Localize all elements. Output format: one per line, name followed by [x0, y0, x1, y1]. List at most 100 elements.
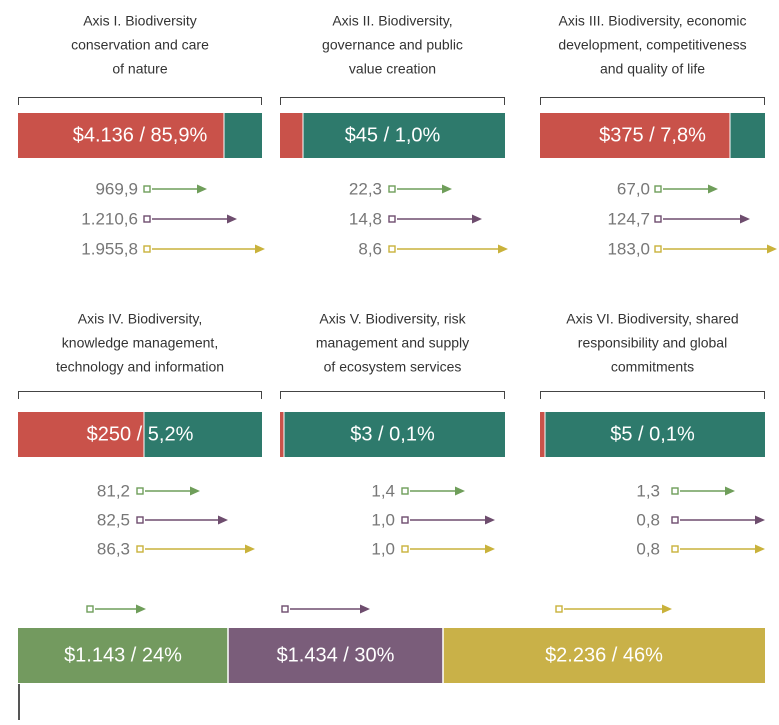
bar-label: $375 / 7,8% [599, 124, 706, 146]
row-value: 1.955,8 [81, 239, 138, 258]
arrow-head [767, 244, 777, 254]
total-bar [443, 628, 765, 683]
panel-title: Axis I. Biodiversity [83, 13, 197, 29]
bar-label: $5 / 0,1% [610, 423, 695, 445]
arrow-start [86, 605, 94, 613]
arrow-start [136, 487, 144, 495]
arrow-start [143, 215, 151, 223]
arrow-head [662, 604, 672, 614]
arrow-head [472, 214, 482, 224]
arrow-head [360, 604, 370, 614]
panel-title: Axis IV. Biodiversity, [78, 311, 203, 327]
row-value: 1.210,6 [81, 209, 138, 228]
bar-label: $250 / 5,2% [87, 423, 194, 445]
row-value: 183,0 [607, 239, 650, 258]
panel-title: knowledge management, [62, 335, 218, 351]
arrow-start [401, 487, 409, 495]
bar-label: $3 / 0,1% [350, 423, 435, 445]
bar-rest [280, 412, 505, 457]
panel-title: conservation and care [71, 37, 209, 53]
arrow-head [218, 515, 228, 525]
arrow-head [442, 184, 452, 194]
total-label: $2.236 / 46% [545, 644, 663, 666]
row-value: 1,0 [371, 539, 395, 558]
arrow-start [401, 516, 409, 524]
bracket [280, 97, 505, 105]
arrow-head [498, 244, 508, 254]
total-label: $1.143 / 24% [64, 644, 182, 666]
panel-title: development, competitiveness [558, 37, 746, 53]
panel-title: commitments [611, 359, 694, 375]
row-value: 1,0 [371, 510, 395, 529]
bar-rest [280, 113, 505, 158]
bracket [540, 391, 765, 399]
bar-rest [540, 412, 765, 457]
arrow-start [671, 516, 679, 524]
arrow-start [671, 487, 679, 495]
arrow-head [136, 604, 146, 614]
panel-title: responsibility and global [578, 335, 727, 351]
arrow-head [485, 544, 495, 554]
row-value: 86,3 [97, 539, 130, 558]
arrow-start [388, 215, 396, 223]
panel-title: Axis II. Biodiversity, [332, 13, 452, 29]
panel-title: management and supply [316, 335, 469, 351]
arrow-start [654, 215, 662, 223]
arrow-head [190, 486, 200, 496]
arrow-head [227, 214, 237, 224]
bar-share [18, 113, 224, 158]
bar-share [280, 113, 303, 158]
bracket [18, 391, 262, 399]
arrow-start [136, 545, 144, 553]
arrow-head [755, 544, 765, 554]
bracket [280, 391, 505, 399]
arrow-head [755, 515, 765, 525]
arrow-head [740, 214, 750, 224]
row-value: 14,8 [349, 209, 382, 228]
row-value: 81,2 [97, 481, 130, 500]
row-value: 124,7 [607, 209, 650, 228]
arrow-head [708, 184, 718, 194]
arrow-start [388, 185, 396, 193]
bar-share [280, 412, 284, 457]
arrow-head [245, 544, 255, 554]
arrow-start [143, 245, 151, 253]
row-value: 22,3 [349, 179, 382, 198]
arrow-head [485, 515, 495, 525]
arrow-start [654, 185, 662, 193]
row-value: 1,3 [636, 481, 660, 500]
arrow-start [401, 545, 409, 553]
panel-title: Axis VI. Biodiversity, shared [566, 311, 738, 327]
arrow-start [555, 605, 563, 613]
panel-title: technology and information [56, 359, 224, 375]
panel-title: and quality of life [600, 61, 705, 77]
row-value: 67,0 [617, 179, 650, 198]
arrow-start [281, 605, 289, 613]
panel-title: Axis V. Biodiversity, risk [319, 311, 466, 327]
panel-title: value creation [349, 61, 436, 77]
bar-share [540, 412, 545, 457]
total-bar [228, 628, 443, 683]
arrow-start [388, 245, 396, 253]
arrow-start [136, 516, 144, 524]
panel-title: of nature [112, 61, 167, 77]
panel-title: governance and public [322, 37, 463, 53]
row-value: 82,5 [97, 510, 130, 529]
arrow-head [255, 244, 265, 254]
arrow-head [197, 184, 207, 194]
arrow-head [725, 486, 735, 496]
bar-label: $45 / 1,0% [345, 124, 441, 146]
row-value: 969,9 [95, 179, 138, 198]
arrow-head [455, 486, 465, 496]
bracket [540, 97, 765, 105]
row-value: 0,8 [636, 539, 660, 558]
bar-share [18, 412, 144, 457]
bar-label: $4.136 / 85,9% [73, 124, 208, 146]
arrow-start [654, 245, 662, 253]
bar-share [540, 113, 730, 158]
bracket [18, 97, 262, 105]
row-value: 8,6 [358, 239, 382, 258]
panel-title: of ecosystem services [324, 359, 462, 375]
arrow-start [671, 545, 679, 553]
